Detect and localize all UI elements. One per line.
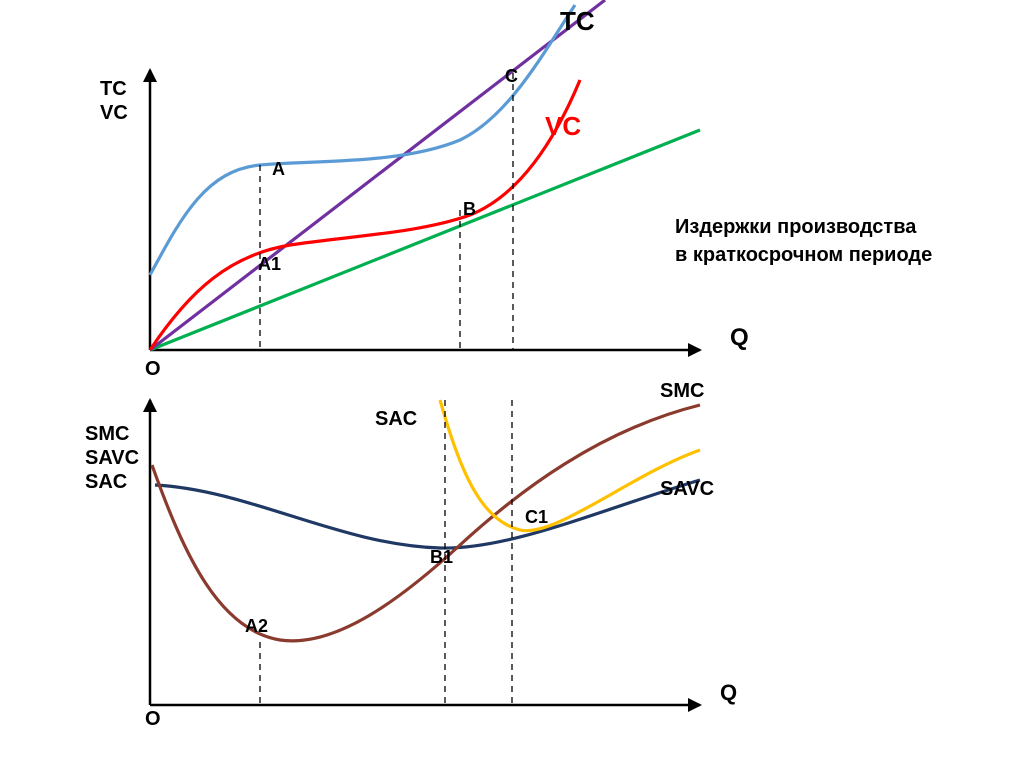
svg-text:SAC: SAC: [375, 408, 417, 430]
svg-text:Q: Q: [720, 680, 737, 705]
svg-text:SMC: SMC: [660, 380, 704, 402]
svg-text:SMC: SMC: [85, 423, 129, 445]
svg-text:O: O: [145, 708, 161, 730]
svg-text:VC: VC: [545, 111, 581, 141]
svg-text:C1: C1: [525, 507, 548, 527]
svg-text:Q: Q: [730, 324, 749, 351]
svg-text:в краткосрочном периоде: в краткосрочном периоде: [675, 244, 932, 266]
svg-text:A1: A1: [258, 254, 281, 274]
svg-text:A: A: [272, 159, 285, 179]
svg-text:TC: TC: [100, 78, 127, 100]
svg-text:B: B: [463, 199, 476, 219]
svg-text:Издержки производства: Издержки производства: [675, 216, 917, 238]
svg-text:VC: VC: [100, 102, 128, 124]
svg-text:SAVC: SAVC: [660, 478, 714, 500]
cost-curves-diagram: AA1BCTCVCTCVCQOA2B1C1SACSMCSAVCSMCSAVCSA…: [0, 0, 1024, 767]
svg-text:O: O: [145, 358, 161, 380]
svg-text:TC: TC: [560, 6, 595, 36]
svg-text:A2: A2: [245, 616, 268, 636]
svg-text:SAVC: SAVC: [85, 447, 139, 469]
svg-text:C: C: [505, 66, 518, 86]
svg-text:B1: B1: [430, 547, 453, 567]
svg-text:SAC: SAC: [85, 471, 127, 493]
